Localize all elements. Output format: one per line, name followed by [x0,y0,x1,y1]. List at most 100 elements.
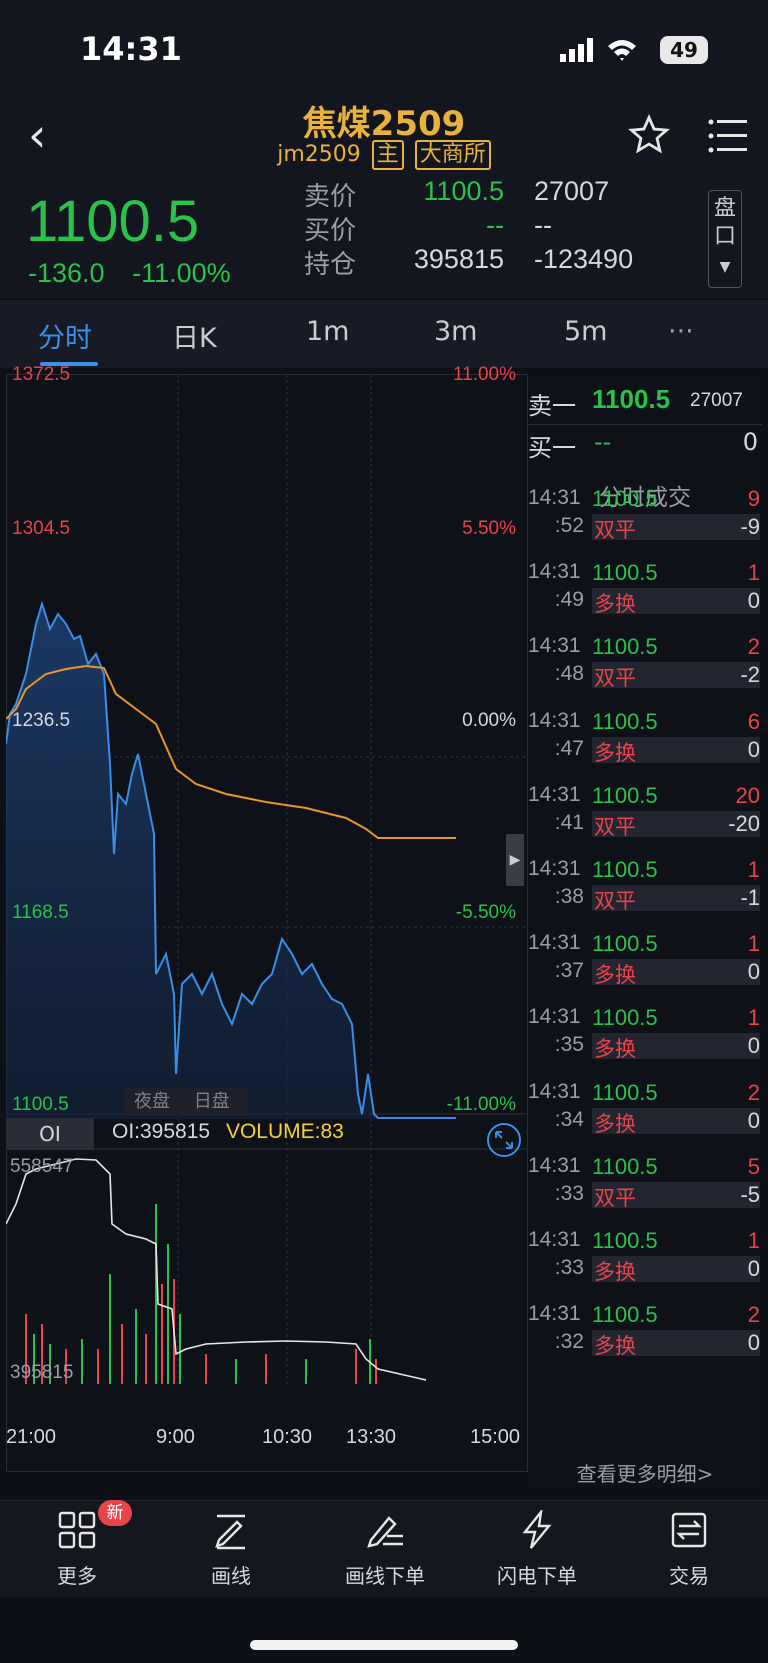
sell-one-volume: 27007 [690,390,743,411]
trade-band [592,1256,760,1282]
y-left-lower: 1168.5 [12,902,69,923]
nav-flash-order[interactable]: 闪电下单 [482,1507,592,1589]
oi-min-label: 395815 [10,1362,74,1383]
price-line [6,600,456,1119]
active-tab-indicator [40,362,98,366]
menu-icon[interactable] [708,118,748,154]
trade-volume: 1 [747,1005,760,1030]
trade-seconds: :32 [554,1330,584,1353]
ask-price: 1100.5 [423,176,504,206]
trade-seconds: :33 [554,1182,584,1205]
sell-one-price: 1100.5 [592,384,671,414]
trade-row: 14:31:47 1100.5 6 多换 0 [528,709,762,777]
signal-icon [560,38,636,62]
home-indicator [250,1640,518,1650]
volume-bars [25,1204,377,1384]
trade-seconds: :47 [554,737,584,760]
trade-band [592,811,760,837]
trade-band [592,588,760,614]
trade-type: 多换 [594,963,636,987]
pankou-toggle[interactable]: 盘口 ▼ [708,190,742,288]
tab-5m[interactable]: 5m [564,316,608,347]
nav-label: 交易 [669,1564,709,1588]
tab-daily-k[interactable]: 日K [172,323,217,354]
trade-seconds: :35 [554,1033,584,1056]
x-label-1330: 13:30 [346,1426,397,1448]
trade-price: 1100.5 [592,560,658,585]
change-value: -136.0 [28,258,105,288]
y-right-lower: -5.50% [455,902,516,923]
trade-time: 14:31 [528,857,581,880]
trade-price: 1100.5 [592,783,658,808]
tab-3m[interactable]: 3m [434,316,478,347]
trade-oi-change: 0 [747,959,760,984]
trade-band [592,1182,760,1208]
back-icon[interactable]: ‹ [28,108,47,162]
trade-time: 14:31 [528,1080,581,1103]
trade-volume: 1 [747,931,760,956]
trade-type: 双平 [594,666,636,690]
collapse-panel-icon[interactable]: ▶ [506,834,524,886]
trade-time: 14:31 [528,634,581,657]
quote-panel [0,190,768,298]
trade-type: 多换 [594,1037,636,1061]
trade-row: 14:31:52 1100.5 9 双平 -9 [528,486,762,554]
trade-oi-change: 0 [747,588,760,613]
tab-1m[interactable]: 1m [306,316,350,347]
trade-type: 多换 [594,1112,636,1136]
trade-type: 双平 [594,518,636,542]
more-tabs-icon[interactable]: ··· [668,316,694,347]
trade-time: 14:31 [528,1154,581,1177]
tab-intraday[interactable]: 分时 [38,323,92,354]
nav-more[interactable]: 更多 [22,1510,132,1589]
lightning-icon [522,1507,552,1549]
draw-line-icon [215,1514,245,1550]
oi-tab[interactable]: OI [6,1118,94,1150]
nav-draw-line[interactable]: 画线 [176,1510,286,1589]
trade-price: 1100.5 [592,1080,658,1105]
y-left-bottom: 1100.5 [12,1094,69,1115]
nav-draw-order[interactable]: 画线下单 [330,1510,440,1589]
trade-type: 多换 [594,1260,636,1284]
oi-readout: OI:395815 [112,1120,211,1143]
ask-volume: 27007 [534,176,610,206]
trade-seconds: :48 [554,662,584,685]
trade-seconds: :37 [554,959,584,982]
session-labels: 夜盘 日盘 [124,1088,248,1116]
instrument-subtitle: jm2509 主 大商所 [0,140,768,170]
trade-type: 双平 [594,1186,636,1210]
y-right-bottom: -11.00% [446,1094,516,1115]
instrument-code: jm2509 [277,142,361,167]
trade-oi-change: -5 [740,1182,760,1207]
new-badge: 新 [98,1500,132,1526]
pankou-label: 盘口 [713,196,736,249]
trade-time: 14:31 [528,783,581,806]
y-left-mid: 1236.5 [12,710,71,731]
trade-band [592,885,760,911]
bid-volume: -- [534,210,552,240]
nav-label: 更多 [57,1564,97,1588]
buy-one-label: 买一 [528,434,576,462]
trade-seconds: :34 [554,1108,584,1131]
chart-canvas [6,374,526,1384]
expand-icon[interactable] [486,1122,522,1158]
status-bar [0,0,768,100]
more-detail-link[interactable]: 查看更多明细> [576,1462,714,1486]
sell-one-label: 卖一 [528,392,576,420]
trade-row: 14:31:37 1100.5 1 多换 0 [528,931,762,999]
nav-trade[interactable]: 交易 [634,1510,744,1589]
trade-volume: 2 [747,1080,760,1105]
open-interest: 395815 [413,244,504,274]
y-left-upper: 1304.5 [12,518,71,539]
trades-title: 分时成交 [599,485,691,511]
star-icon[interactable] [628,114,670,156]
y-right-upper: 5.50% [462,518,516,539]
y-right-top: 11.00% [452,364,516,385]
trade-row: 14:31:33 1100.5 5 双平 -5 [528,1154,762,1222]
trade-type: 多换 [594,741,636,765]
instrument-title: 焦煤2509 [302,104,466,144]
trade-time: 14:31 [528,1005,581,1028]
trade-time: 14:31 [528,486,581,509]
trade-price: 1100.5 [592,634,658,659]
trade-row: 14:31:33 1100.5 1 多换 0 [528,1228,762,1296]
